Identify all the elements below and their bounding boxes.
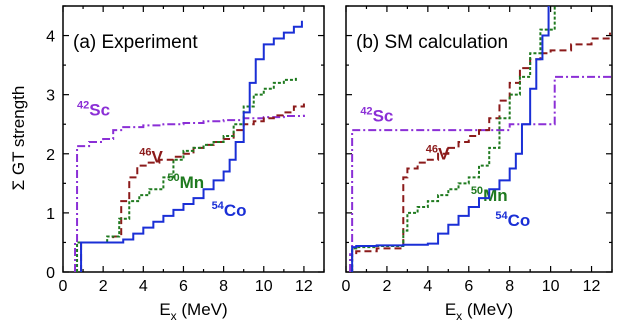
series-label-co: 54Co xyxy=(495,210,530,230)
series-line-v xyxy=(80,103,305,272)
panel-sm-calculation: 0 2 4 6 8 10 12 Ex (MeV) (b) SM calculation 42Sc 4… xyxy=(342,5,613,323)
series-line-co xyxy=(351,6,550,272)
series-line-sc xyxy=(74,114,305,272)
x-tick-label: 12 xyxy=(583,278,601,295)
series-line-mn xyxy=(76,76,297,272)
series-line-v xyxy=(351,32,611,272)
series-label-mn: 50Mn xyxy=(167,172,204,192)
x-tick-label: 8 xyxy=(505,278,514,295)
x-tick-label: 4 xyxy=(139,278,148,295)
y-tick-label: 4 xyxy=(46,29,55,46)
series-label-v: 46V xyxy=(139,147,163,167)
panel-title: (b) SM calculation xyxy=(356,32,508,53)
panel-title: (a) Experiment xyxy=(73,32,198,53)
y-tick-label: 1 xyxy=(46,206,55,223)
y-axis-label: Σ GT strength xyxy=(9,86,28,191)
x-tick-label: 10 xyxy=(255,278,273,295)
series-label-v: 46V xyxy=(426,144,450,164)
x-axis-label: Ex (MeV) xyxy=(159,300,227,323)
x-tick-label: 12 xyxy=(295,278,313,295)
x-axis-label: Ex (MeV) xyxy=(445,300,513,323)
series-line-co xyxy=(80,20,303,272)
x-tick-label: 6 xyxy=(464,278,473,295)
y-tick-label: 3 xyxy=(46,88,55,105)
x-tick-label: 4 xyxy=(423,278,432,295)
series-line-mn xyxy=(351,6,556,272)
x-tick-label: 0 xyxy=(342,278,351,295)
y-tick-label: 2 xyxy=(46,147,55,164)
series-line-sc xyxy=(349,75,612,272)
series-label-sc: 42Sc xyxy=(77,99,110,119)
x-tick-label: 2 xyxy=(99,278,108,295)
plot-frame xyxy=(345,5,613,273)
y-tick-label: 0 xyxy=(46,265,55,282)
x-tick-label: 10 xyxy=(542,278,560,295)
series-label-co: 54Co xyxy=(212,200,247,220)
series-label-sc: 42Sc xyxy=(360,105,393,125)
x-tick-label: 6 xyxy=(179,278,188,295)
x-tick-label: 0 xyxy=(59,278,68,295)
x-tick-label: 8 xyxy=(219,278,228,295)
x-tick-label: 2 xyxy=(382,278,391,295)
plot-frame xyxy=(62,5,325,273)
